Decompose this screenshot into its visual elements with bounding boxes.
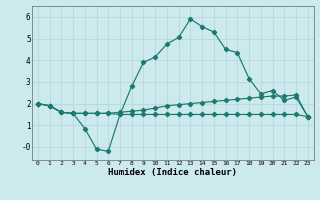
X-axis label: Humidex (Indice chaleur): Humidex (Indice chaleur) <box>108 168 237 177</box>
